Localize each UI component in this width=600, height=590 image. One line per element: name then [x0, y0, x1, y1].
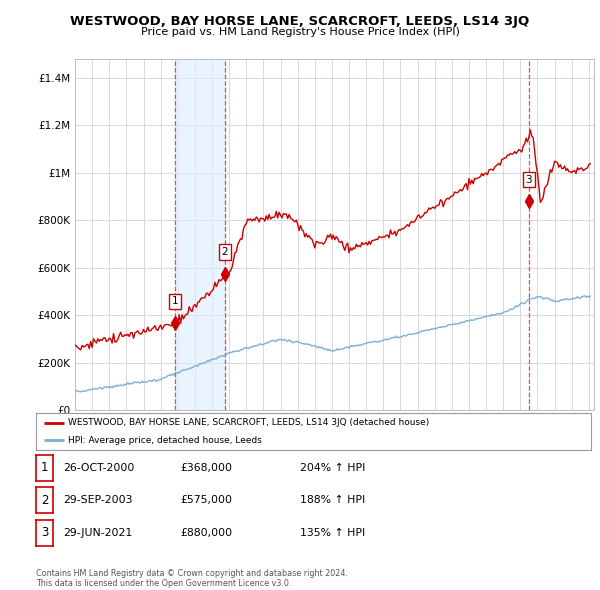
- Text: 3: 3: [41, 526, 48, 539]
- Text: 3: 3: [526, 175, 532, 185]
- Text: 1: 1: [172, 296, 178, 306]
- Text: 26-OCT-2000: 26-OCT-2000: [63, 463, 134, 473]
- Text: WESTWOOD, BAY HORSE LANE, SCARCROFT, LEEDS, LS14 3JQ: WESTWOOD, BAY HORSE LANE, SCARCROFT, LEE…: [70, 15, 530, 28]
- Text: 2: 2: [221, 247, 228, 257]
- Text: 1: 1: [41, 461, 48, 474]
- Text: £368,000: £368,000: [180, 463, 232, 473]
- Text: 188% ↑ HPI: 188% ↑ HPI: [300, 496, 365, 505]
- Text: 135% ↑ HPI: 135% ↑ HPI: [300, 528, 365, 537]
- Text: Contains HM Land Registry data © Crown copyright and database right 2024.
This d: Contains HM Land Registry data © Crown c…: [36, 569, 348, 588]
- Text: WESTWOOD, BAY HORSE LANE, SCARCROFT, LEEDS, LS14 3JQ (detached house): WESTWOOD, BAY HORSE LANE, SCARCROFT, LEE…: [68, 418, 430, 427]
- Text: 2: 2: [41, 494, 48, 507]
- Text: HPI: Average price, detached house, Leeds: HPI: Average price, detached house, Leed…: [68, 436, 262, 445]
- Bar: [175, 59, 225, 410]
- Text: 29-JUN-2021: 29-JUN-2021: [63, 528, 132, 537]
- Text: Price paid vs. HM Land Registry's House Price Index (HPI): Price paid vs. HM Land Registry's House …: [140, 27, 460, 37]
- Text: £880,000: £880,000: [180, 528, 232, 537]
- Text: 204% ↑ HPI: 204% ↑ HPI: [300, 463, 365, 473]
- Text: £575,000: £575,000: [180, 496, 232, 505]
- Text: 29-SEP-2003: 29-SEP-2003: [63, 496, 133, 505]
